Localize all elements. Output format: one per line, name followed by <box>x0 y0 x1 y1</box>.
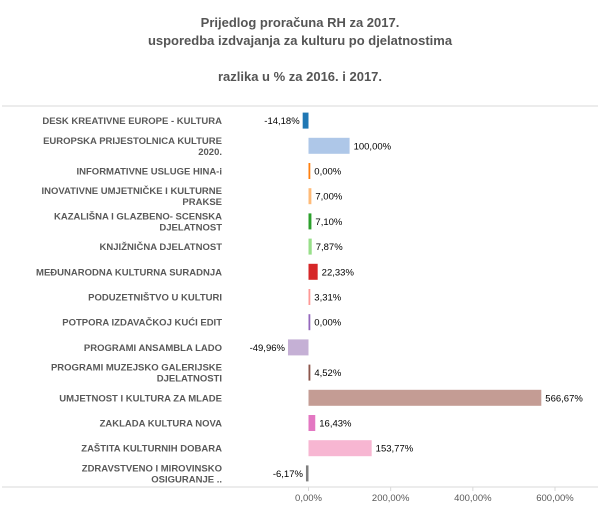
bar <box>308 188 312 205</box>
data-label: 100,00% <box>354 141 392 152</box>
bar <box>308 415 316 431</box>
category-label: PODUZETNIŠTVO U KULTURI <box>88 292 222 304</box>
data-labels: -14,18% 100,00% 0,00% 7,00% 7,10% 7,87% 22,33%… <box>250 116 584 480</box>
x-axis-ticks: 0,00% 200,00% 400,00% 600,00% <box>295 487 574 504</box>
data-label: -49,96% <box>250 343 286 354</box>
category-label: ZAŠTITA KULTURNIH DOBARA <box>81 443 222 455</box>
bar <box>308 263 318 280</box>
bar <box>308 163 311 179</box>
data-label: 0,00% <box>314 318 341 329</box>
category-label: EUROPSKA PRIJESTOLNICA KULTURE 2020. <box>43 136 222 158</box>
bar <box>305 465 309 482</box>
category-label: DESK KREATIVNE EUROPE - KULTURA <box>42 116 222 127</box>
category-label: ZAKLADA KULTURA NOVA <box>100 419 223 430</box>
category-labels: DESK KREATIVNE EUROPE - KULTURA EUROPSKA … <box>36 116 222 485</box>
category-label: KNJIŽNIČNA DJELATNOST <box>100 241 223 253</box>
bar <box>308 289 311 305</box>
bar <box>308 213 312 230</box>
category-label: ZDRAVSTVENO I MIROVINSKO OSIGURANJE .. <box>82 463 222 485</box>
bar <box>308 389 542 406</box>
category-label: INOVATIVNE UMJETNIČKE I KULTURNE PRAKSE <box>41 185 222 208</box>
category-label: PROGRAMI ANSAMBLA LADO <box>84 343 222 354</box>
data-label: 153,77% <box>376 444 414 455</box>
data-label: 16,43% <box>319 419 352 430</box>
data-label: -6,17% <box>273 469 304 480</box>
data-label: 7,10% <box>315 217 342 228</box>
data-label: 22,33% <box>322 267 355 278</box>
chart-title-line-2: usporedba izdvajanja za kulturu po djela… <box>147 33 453 48</box>
chart-title-line-1: Prijedlog proračuna RH za 2017. <box>200 15 400 30</box>
bar <box>287 339 309 356</box>
category-label: INFORMATIVNE USLUGE HINA-i <box>77 167 223 178</box>
data-label: 0,00% <box>314 167 341 178</box>
data-label: 3,31% <box>314 293 341 304</box>
data-label: 7,00% <box>315 192 342 203</box>
category-label: UMJETNOST I KULTURA ZA MLADE <box>59 393 222 404</box>
bar <box>302 112 309 129</box>
data-label: 4,52% <box>314 368 341 379</box>
data-label: -14,18% <box>264 116 300 127</box>
bar <box>308 238 312 255</box>
category-label: PROGRAMI MUZEJSKO GALERIJSKE DJELATNOSTI <box>51 363 222 385</box>
category-label: KAZALIŠNA I GLAZBENO- SCENSKA DJELATNOST <box>54 210 222 233</box>
x-tick-label: 0,00% <box>295 493 322 504</box>
category-label: POTPORA IZDAVAČKOJ KUĆI EDIT <box>62 317 222 329</box>
data-label: 7,87% <box>316 242 343 253</box>
data-label: 566,67% <box>545 393 583 404</box>
x-tick-label: 600,00% <box>536 493 574 504</box>
x-tick-label: 200,00% <box>372 493 410 504</box>
x-tick-label: 400,00% <box>454 493 492 504</box>
category-label: MEĐUNARODNA KULTURNA SURADNJA <box>36 267 222 278</box>
bar <box>308 137 350 154</box>
bar <box>308 314 311 331</box>
bar <box>308 364 311 381</box>
chart-subtitle: razlika u % za 2016. i 2017. <box>217 69 383 84</box>
bar <box>308 440 372 457</box>
bars <box>287 112 542 482</box>
chart-frame <box>2 105 598 488</box>
